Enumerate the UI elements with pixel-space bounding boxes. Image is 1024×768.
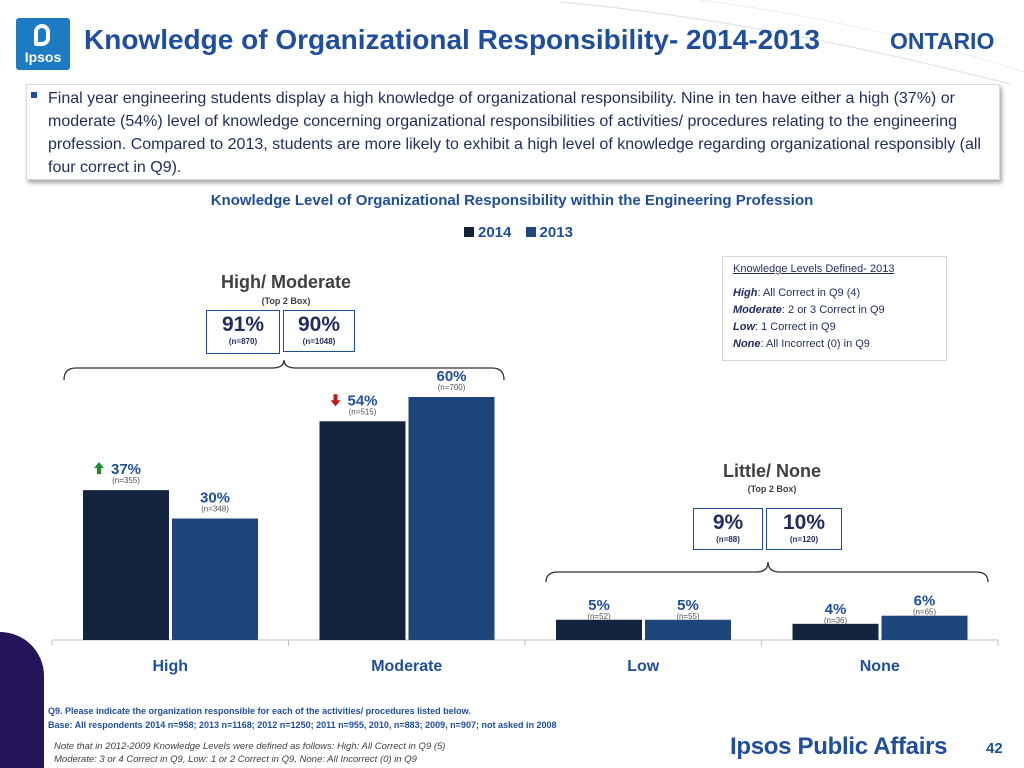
little-none-2013-pct: 10% [782, 511, 826, 534]
bar-n-label-high-2013: (n=348) [201, 505, 229, 514]
region-label: ONTARIO [890, 28, 995, 54]
corner-decoration [0, 632, 44, 768]
bar-none-2013 [881, 615, 968, 640]
footnote-line-2: Moderate: 3 or 4 Correct in Q9, Low: 1 o… [54, 754, 417, 765]
high-moderate-2013-n: (n=1048) [302, 337, 336, 346]
summary-callout: Final year engineering students display … [26, 84, 1000, 180]
chart-legend: 2014 2013 [464, 224, 583, 241]
bar-n-label-moderate-2014: (n=515) [349, 407, 377, 416]
little-none-2014-pct: 9% [712, 511, 744, 534]
bar-value-label-high-2013: 30% [200, 490, 230, 507]
summary-text: Final year engineering students display … [48, 90, 981, 176]
category-label-high: High [152, 658, 188, 675]
definition-high: High: All Correct in Q9 (4) [733, 285, 936, 302]
category-labels: High Moderate Low None [152, 658, 899, 675]
bar-value-label-high-2014: 37% [111, 461, 141, 478]
high-moderate-brace [63, 359, 505, 381]
bar-moderate-2013 [408, 397, 495, 640]
definitions-title: Knowledge Levels Defined- 2013 [733, 263, 895, 275]
page-number: 42 [986, 740, 1003, 757]
slide-title: Knowledge of Organizational Responsibili… [84, 24, 820, 55]
legend-swatch-2013 [525, 227, 536, 237]
high-moderate-2014-box: 91% (n=870) [206, 310, 280, 354]
chart-title: Knowledge Level of Organizational Respon… [210, 192, 814, 209]
bar-high-2013 [172, 518, 258, 640]
category-label-low: Low [627, 658, 660, 675]
little-none-2014-box: 9% (n=88) [693, 508, 763, 550]
high-moderate-2014-pct: 91% [221, 313, 265, 336]
header-swoosh-decoration [559, 0, 1024, 85]
bar-low-2014 [556, 619, 642, 640]
definition-text: : All Correct in Q9 (4) [757, 287, 861, 299]
little-none-2013-n: (n=120) [789, 535, 819, 544]
legend-item-2014: 2014 [464, 224, 511, 241]
knowledge-levels-definition-box: Knowledge Levels Defined- 2013 High: All… [722, 256, 947, 361]
legend-item-2013: 2013 [525, 224, 573, 241]
category-label-none: None [860, 658, 900, 675]
bar-n-label-moderate-2013: (n=700) [438, 383, 466, 392]
definition-text: : 2 or 3 Correct in Q9 [781, 304, 885, 316]
definition-low: Low: 1 Correct in Q9 [733, 319, 936, 336]
bar-n-label-none-2013: (n=65) [913, 608, 937, 617]
bar-value-label-low-2013: 5% [677, 597, 699, 614]
definition-term: Moderate [733, 304, 782, 316]
question-text: Q9. Please indicate the organization res… [48, 706, 471, 716]
bar-labels: 37%(n=355) 30%(n=348) 54%(n=515) 60%(n=700)… [94, 368, 937, 625]
bar-high-2014 [83, 490, 169, 640]
definition-text: : All Incorrect (0) in Q9 [760, 338, 870, 350]
high-moderate-subheading: (Top 2 Box) [261, 296, 311, 306]
bar-value-label-none-2014: 4% [825, 601, 847, 618]
question-and-base-note: Q9. Please indicate the organization res… [48, 704, 556, 732]
high-moderate-heading: High/ Moderate [220, 272, 351, 292]
group-braces [63, 359, 989, 583]
bar-n-label-high-2014: (n=355) [112, 476, 140, 485]
logo-text: Ipsos [24, 49, 62, 65]
bar-value-label-none-2013: 6% [914, 593, 936, 610]
significance-up-arrow-icon [94, 462, 104, 475]
category-label-moderate: Moderate [371, 658, 442, 675]
bar-n-label-none-2014: (n=36) [824, 616, 848, 625]
definition-footnote: Note that in 2012-2009 Knowledge Levels … [54, 740, 445, 766]
bar-low-2013 [645, 619, 731, 640]
logo-head-glyph [34, 24, 50, 46]
bar-n-label-low-2013: (n=55) [676, 612, 700, 621]
legend-swatch-2014 [464, 227, 474, 237]
bar-series [83, 397, 968, 640]
definition-text: : 1 Correct in Q9 [755, 321, 836, 333]
x-axis-ticks [51, 640, 999, 646]
definition-term: None [733, 338, 761, 350]
definition-term: Low [733, 321, 755, 333]
bar-value-label-moderate-2013: 60% [436, 368, 466, 385]
bar-n-label-low-2014: (n=52) [587, 612, 611, 621]
base-text: Base: All respondents 2014 n=958; 2013 n… [48, 720, 557, 730]
high-moderate-2014-n: (n=870) [228, 337, 258, 346]
legend-label-2014: 2014 [478, 224, 512, 241]
bullet-square-icon [31, 92, 37, 98]
definition-none: None: All Incorrect (0) in Q9 [733, 336, 936, 353]
bar-value-label-low-2014: 5% [588, 597, 610, 614]
bar-moderate-2014 [319, 421, 406, 640]
little-none-2014-n: (n=88) [716, 535, 740, 544]
little-none-brace [545, 561, 989, 583]
brand-wordmark: Ipsos Public Affairs [730, 733, 948, 760]
footnote-line-1: Note that in 2012-2009 Knowledge Levels … [54, 741, 446, 752]
bar-none-2014 [792, 623, 879, 640]
little-none-heading: Little/ None [723, 461, 821, 481]
significance-down-arrow-icon [330, 394, 341, 407]
bar-value-label-moderate-2014: 54% [347, 392, 377, 409]
little-none-subheading: (Top 2 Box) [747, 484, 797, 494]
definition-moderate: Moderate: 2 or 3 Correct in Q9 [733, 302, 936, 319]
little-none-2013-box: 10% (n=120) [766, 508, 842, 550]
legend-label-2013: 2013 [539, 224, 573, 241]
high-moderate-2013-box: 90% (n=1048) [283, 310, 355, 352]
ipsos-logo: Ipsos [16, 18, 70, 70]
high-moderate-2013-pct: 90% [297, 313, 341, 336]
definition-term: High [733, 287, 758, 299]
